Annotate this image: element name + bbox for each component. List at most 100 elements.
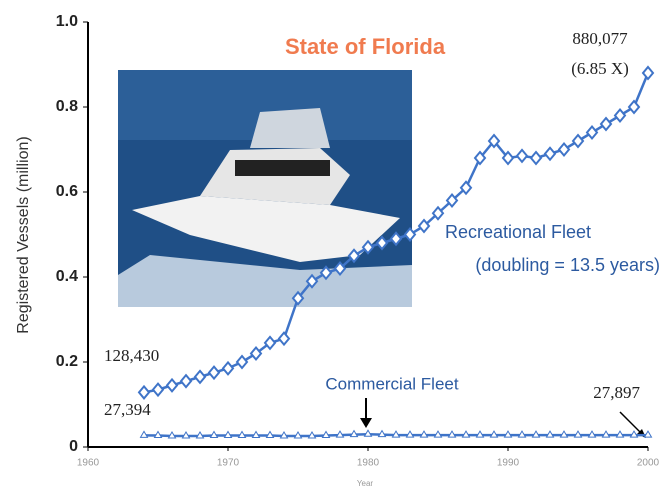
annotation: (6.85 X) [571, 59, 629, 78]
y-tick-label: 0.6 [56, 183, 78, 200]
x-tick-label: 1960 [77, 458, 100, 469]
marker [599, 116, 613, 132]
marker [391, 430, 401, 438]
marker [459, 180, 473, 196]
marker [319, 265, 333, 281]
marker [487, 133, 501, 149]
x-axis-label: Year [357, 479, 374, 488]
marker [151, 382, 165, 398]
marker [153, 430, 163, 439]
marker [489, 430, 499, 438]
marker [335, 430, 345, 438]
marker [137, 384, 151, 400]
marker [461, 430, 471, 438]
y-tick-label: 0.4 [56, 268, 78, 285]
boat-tower [250, 108, 330, 148]
marker [363, 429, 373, 437]
marker [641, 65, 655, 81]
x-tick-label: 1970 [217, 458, 240, 469]
marker [403, 226, 417, 243]
marker [333, 260, 347, 277]
y-axis-label: Registered Vessels (million) [15, 136, 32, 333]
marker [601, 430, 611, 438]
boat-wake [118, 255, 412, 307]
marker [361, 239, 375, 255]
marker [223, 430, 233, 439]
marker [277, 331, 291, 347]
marker [279, 430, 289, 439]
marker [475, 430, 485, 438]
marker [417, 218, 431, 234]
annotation: 128,430 [104, 346, 159, 365]
marker [375, 235, 389, 251]
marker [235, 354, 249, 370]
marker [237, 430, 247, 439]
chart-title: State of Florida [285, 34, 446, 59]
marker [349, 429, 359, 438]
marker [515, 148, 529, 164]
marker [377, 429, 387, 438]
marker [179, 373, 193, 389]
marker [517, 430, 527, 438]
marker [307, 430, 317, 439]
annotation: 880,077 [572, 29, 628, 48]
marker [445, 192, 459, 209]
marker [545, 430, 555, 438]
marker [293, 430, 303, 439]
arrow-head [360, 418, 372, 428]
marker [321, 430, 331, 439]
marker [643, 430, 653, 438]
marker [195, 430, 205, 439]
marker [167, 430, 177, 439]
marker [181, 430, 191, 439]
marker [419, 430, 429, 438]
marker [207, 365, 221, 381]
boat-window [235, 160, 330, 176]
marker [193, 369, 207, 385]
series-label: Recreational Fleet [445, 222, 591, 242]
boat-hull [132, 196, 400, 262]
marker [613, 107, 627, 124]
marker [165, 377, 179, 393]
annotation: (doubling = 13.5 years) [475, 255, 660, 275]
marker [629, 430, 639, 438]
marker [529, 150, 543, 166]
marker [447, 430, 457, 438]
marker [585, 124, 599, 141]
marker [543, 146, 557, 162]
marker [615, 430, 625, 438]
y-tick-label: 0.8 [56, 98, 78, 115]
x-tick-label: 2000 [637, 458, 660, 469]
marker [347, 248, 361, 264]
marker [263, 335, 277, 351]
marker [473, 150, 487, 166]
annotation: 27,897 [593, 383, 640, 402]
marker [503, 430, 513, 438]
marker [265, 430, 275, 439]
marker [557, 141, 571, 158]
marker [627, 99, 641, 115]
marker [291, 290, 305, 306]
marker [305, 273, 319, 289]
x-tick-label: 1980 [357, 458, 380, 469]
annotation: 27,394 [104, 400, 151, 419]
marker [209, 430, 219, 439]
x-tick-label: 1990 [497, 458, 520, 469]
y-tick-label: 0.2 [56, 353, 78, 370]
photo [118, 70, 412, 307]
marker [221, 360, 235, 376]
marker [571, 133, 585, 149]
marker [249, 345, 263, 362]
series-label: Commercial Fleet [325, 374, 458, 393]
marker [573, 430, 583, 438]
marker [501, 150, 515, 166]
marker [139, 430, 149, 438]
marker [431, 205, 445, 221]
y-tick-label: 0 [69, 438, 78, 455]
marker [433, 430, 443, 438]
marker [531, 430, 541, 438]
marker [389, 231, 403, 247]
marker [587, 430, 597, 438]
